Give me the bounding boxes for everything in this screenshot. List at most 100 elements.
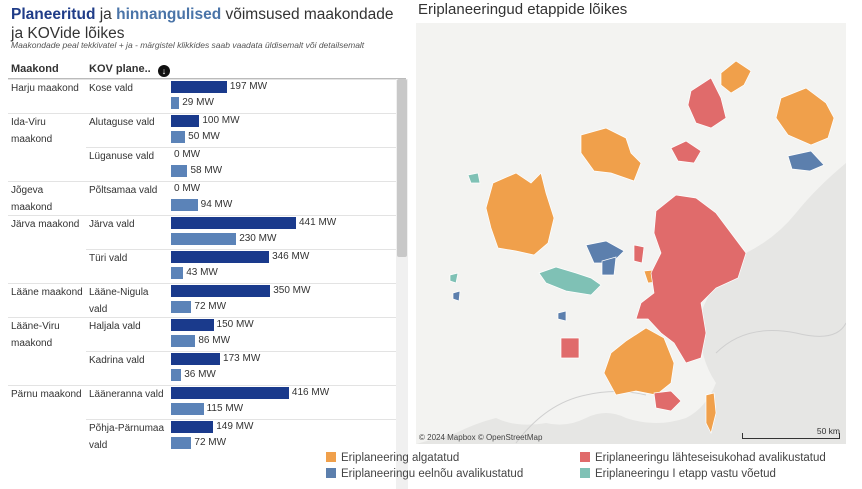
map-title: Eriplaneeringud etappide lõikes	[418, 1, 628, 18]
county-label[interactable]: Lääne-Viru maakond	[11, 321, 60, 349]
area-algatatud[interactable]	[720, 60, 752, 94]
county-divider	[8, 215, 396, 216]
area-algatatud[interactable]	[580, 127, 642, 182]
county-label[interactable]: Lääne maakond	[11, 287, 83, 298]
area-algatatud[interactable]	[775, 87, 835, 146]
map-attribution[interactable]: © 2024 Mapbox © OpenStreetMap	[419, 433, 543, 442]
estimated-bar[interactable]	[171, 403, 204, 415]
sea-area	[416, 23, 846, 444]
area-lahteseisukohad[interactable]	[635, 194, 747, 364]
planned-bar[interactable]	[171, 285, 271, 297]
estimated-value-label: 115 MW	[206, 403, 244, 414]
estimated-bar[interactable]	[171, 97, 180, 109]
county-label[interactable]: Pärnu maakond	[11, 389, 82, 400]
estimated-bar[interactable]	[171, 301, 192, 313]
planned-bar[interactable]	[171, 251, 270, 263]
area-etapp[interactable]	[538, 266, 602, 296]
estimated-value-label: 29 MW	[182, 97, 214, 108]
area-eelnou[interactable]	[601, 256, 617, 276]
estimated-bar[interactable]	[171, 199, 198, 211]
estimated-bar[interactable]	[171, 233, 237, 245]
county-label[interactable]: Ida-Viru maakond	[11, 117, 53, 145]
kov-label[interactable]: Haljala vald	[89, 321, 141, 332]
area-eelnou[interactable]	[557, 310, 567, 322]
kov-label[interactable]: Alutaguse vald	[89, 117, 155, 128]
area-etapp[interactable]	[449, 272, 459, 284]
area-lahteseisukohad[interactable]	[560, 337, 580, 359]
county-divider	[8, 79, 396, 80]
estimated-bar[interactable]	[171, 369, 182, 381]
kov-label[interactable]: Kadrina vald	[89, 355, 145, 366]
estimated-value-label: 50 MW	[188, 131, 220, 142]
planned-bar[interactable]	[171, 421, 214, 433]
area-eelnou[interactable]	[585, 240, 625, 264]
kov-divider	[86, 147, 396, 148]
scale-line	[742, 433, 840, 439]
planned-value-label: 416 MW	[291, 387, 330, 398]
sort-descending-icon[interactable]: ↓	[158, 65, 170, 77]
estimated-bar[interactable]	[171, 267, 184, 279]
border-line	[715, 322, 846, 354]
area-eelnou[interactable]	[452, 290, 461, 302]
kov-label[interactable]: Põhja-Pärnumaa vald	[89, 423, 165, 451]
kov-label[interactable]: Lääne-Nigula vald	[89, 287, 149, 315]
planned-bar[interactable]	[171, 353, 221, 365]
map-view[interactable]: © 2024 Mapbox © OpenStreetMap 50 km	[416, 23, 846, 444]
area-etapp[interactable]	[467, 172, 481, 184]
estimated-value-label: 58 MW	[190, 165, 223, 176]
scrollbar-thumb[interactable]	[397, 79, 407, 257]
area-algatatud[interactable]	[603, 327, 675, 396]
map-scale: 50 km	[742, 426, 840, 439]
legend-item-eelnou[interactable]: Eriplaneeringu eelnõu avalikustatud	[326, 468, 523, 480]
kov-label[interactable]: Lääneranna vald	[89, 389, 164, 400]
legend-item-etapp[interactable]: Eriplaneeringu I etapp vastu võetud	[580, 468, 776, 480]
kov-divider	[86, 351, 396, 352]
county-label[interactable]: Harju maakond	[11, 83, 79, 94]
chart-title: Planeeritud ja hinnangulised võimsused m…	[11, 6, 394, 42]
estimated-bar[interactable]	[171, 165, 188, 177]
area-eelnou[interactable]	[787, 150, 825, 172]
legend-swatch-algatatud	[326, 452, 336, 462]
kov-label[interactable]: Põltsamaa vald	[89, 185, 158, 196]
kov-label[interactable]: Lüganuse vald	[89, 151, 155, 162]
area-lahteseisukohad[interactable]	[653, 390, 682, 412]
estimated-value-label: 86 MW	[198, 335, 231, 346]
planned-value-label: 0 MW	[174, 149, 201, 160]
estimated-bar[interactable]	[171, 437, 192, 449]
estimated-bar[interactable]	[171, 131, 186, 143]
chart-subtitle: Maakondade peal tekkivatel + ja - märgis…	[11, 40, 365, 50]
planning-areas[interactable]	[449, 60, 835, 435]
legend-item-lahteseisukohad[interactable]: Eriplaneeringu lähteseisukohad avalikust…	[580, 452, 826, 464]
area-algatatud[interactable]	[705, 392, 717, 435]
estimated-value-label: 72 MW	[194, 301, 227, 312]
planned-value-label: 149 MW	[216, 421, 254, 432]
estimated-value-label: 36 MW	[184, 369, 216, 380]
area-lahteseisukohad[interactable]	[670, 140, 702, 164]
column-header-maakond[interactable]: Maakond	[11, 63, 59, 75]
map-canvas[interactable]	[416, 23, 846, 444]
area-algatatud[interactable]	[485, 172, 555, 256]
planned-value-label: 173 MW	[223, 353, 261, 364]
kov-label[interactable]: Kose vald	[89, 83, 133, 94]
planned-bar[interactable]	[171, 387, 289, 399]
legend-swatch-lahteseisukohad	[580, 452, 590, 462]
kov-label[interactable]: Türi vald	[89, 253, 128, 264]
planned-bar[interactable]	[171, 81, 227, 93]
legend-item-algatatud[interactable]: Eriplaneering algatatud	[326, 452, 459, 464]
planned-bar[interactable]	[171, 115, 200, 127]
header-divider	[8, 78, 406, 79]
map-panel: Eriplaneeringud etappide lõikes	[416, 0, 862, 489]
column-header-kov[interactable]: KOV plane..	[89, 63, 151, 75]
planned-bar[interactable]	[171, 217, 296, 229]
county-label[interactable]: Järva maakond	[11, 219, 80, 230]
planned-bar[interactable]	[171, 319, 214, 331]
county-divider	[8, 181, 396, 182]
planned-value-label: 197 MW	[229, 81, 268, 92]
area-lahteseisukohad[interactable]	[687, 77, 727, 129]
county-divider	[8, 113, 396, 114]
estimated-bar[interactable]	[171, 335, 196, 347]
county-divider	[8, 283, 396, 284]
area-lahteseisukohad[interactable]	[633, 244, 645, 264]
kov-label[interactable]: Järva vald	[89, 219, 135, 230]
county-label[interactable]: Jõgeva maakond	[11, 185, 53, 213]
